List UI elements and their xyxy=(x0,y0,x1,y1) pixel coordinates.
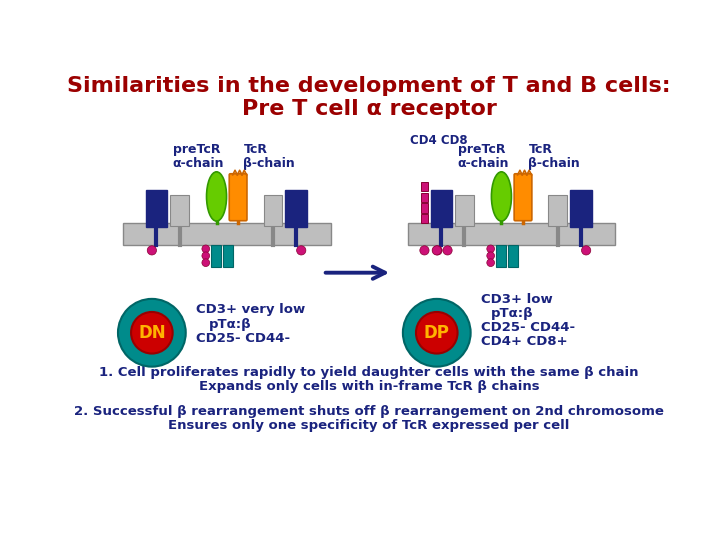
Text: preTcR: preTcR xyxy=(173,143,220,156)
Text: CD4+ CD8+: CD4+ CD8+ xyxy=(481,335,567,348)
Bar xyxy=(431,190,452,227)
Bar xyxy=(444,212,451,220)
Circle shape xyxy=(202,252,210,260)
Text: α-chain: α-chain xyxy=(173,157,224,170)
Text: TcR: TcR xyxy=(528,143,552,156)
Circle shape xyxy=(148,246,156,255)
Text: preTcR: preTcR xyxy=(457,143,505,156)
Circle shape xyxy=(416,312,457,354)
Circle shape xyxy=(487,245,495,253)
Bar xyxy=(455,195,474,226)
Bar xyxy=(570,190,592,227)
Text: CD25- CD44-: CD25- CD44- xyxy=(481,321,575,334)
Bar xyxy=(420,204,428,213)
FancyBboxPatch shape xyxy=(229,174,247,221)
Text: Expands only cells with in-frame TcR β chains: Expands only cells with in-frame TcR β c… xyxy=(199,380,539,393)
Bar xyxy=(264,195,282,226)
Ellipse shape xyxy=(207,172,227,221)
Bar xyxy=(171,195,189,226)
Bar xyxy=(223,245,233,267)
Circle shape xyxy=(443,246,452,255)
Text: CD3+ very low: CD3+ very low xyxy=(196,303,305,316)
Text: DP: DP xyxy=(424,324,450,342)
Circle shape xyxy=(202,245,210,253)
Ellipse shape xyxy=(492,172,511,221)
Circle shape xyxy=(403,299,471,367)
Circle shape xyxy=(433,246,442,255)
Circle shape xyxy=(432,246,441,255)
Text: Ensures only one specificity of TcR expressed per cell: Ensures only one specificity of TcR expr… xyxy=(168,418,570,431)
Bar xyxy=(496,245,506,267)
Text: CD25- CD44-: CD25- CD44- xyxy=(196,333,290,346)
Bar xyxy=(549,195,567,226)
Bar xyxy=(434,204,441,213)
Text: α-chain: α-chain xyxy=(457,157,509,170)
Text: CD3+ low: CD3+ low xyxy=(481,293,552,306)
Circle shape xyxy=(202,259,210,267)
Circle shape xyxy=(487,252,495,260)
Bar xyxy=(420,193,428,202)
Bar xyxy=(122,224,330,245)
Circle shape xyxy=(582,246,590,255)
Text: TcR: TcR xyxy=(243,143,268,156)
Text: Similarities in the development of T and B cells:: Similarities in the development of T and… xyxy=(67,76,671,96)
Text: DN: DN xyxy=(138,324,166,342)
Bar xyxy=(444,202,451,211)
Bar xyxy=(508,245,518,267)
Bar xyxy=(444,192,451,200)
Text: CD4 CD8: CD4 CD8 xyxy=(410,134,467,147)
Bar xyxy=(408,224,616,245)
Circle shape xyxy=(118,299,186,367)
Bar xyxy=(211,245,221,267)
Text: β-chain: β-chain xyxy=(528,157,580,170)
Bar xyxy=(285,190,307,227)
Bar xyxy=(420,182,428,191)
Circle shape xyxy=(297,246,306,255)
Bar xyxy=(434,214,441,224)
Text: Pre T cell α receptor: Pre T cell α receptor xyxy=(242,99,496,119)
Circle shape xyxy=(420,246,429,255)
Text: 2. Successful β rearrangement shuts off β rearrangement on 2nd chromosome: 2. Successful β rearrangement shuts off … xyxy=(74,405,664,418)
Bar xyxy=(420,214,428,224)
Bar xyxy=(145,190,167,227)
FancyBboxPatch shape xyxy=(514,174,532,221)
Circle shape xyxy=(487,259,495,267)
Text: pTα:β: pTα:β xyxy=(490,307,534,320)
Circle shape xyxy=(131,312,173,354)
Text: β-chain: β-chain xyxy=(243,157,295,170)
Bar xyxy=(434,193,441,202)
Text: pTα:β: pTα:β xyxy=(209,318,251,331)
Text: 1. Cell proliferates rapidly to yield daughter cells with the same β chain: 1. Cell proliferates rapidly to yield da… xyxy=(99,366,639,379)
